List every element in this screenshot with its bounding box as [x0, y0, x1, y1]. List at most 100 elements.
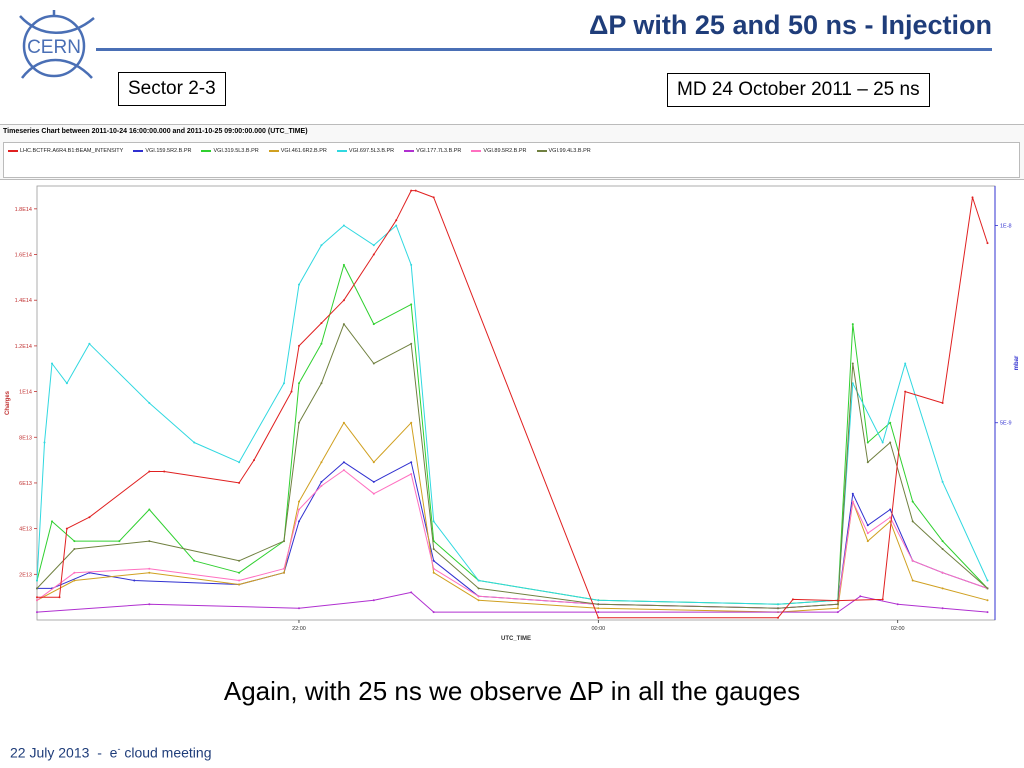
- series-point: [941, 548, 944, 550]
- series-point: [73, 579, 76, 582]
- series-point: [238, 583, 241, 586]
- series-point: [410, 342, 413, 345]
- series-point: [904, 390, 907, 393]
- series-point: [73, 548, 76, 550]
- footer-event-sup: -: [117, 744, 121, 754]
- series-point: [283, 382, 285, 385]
- y-tick-label: 8E13: [19, 435, 32, 441]
- footer-separator: -: [97, 744, 102, 761]
- slide-title: ΔP with 25 and 50 ns - Injection: [589, 10, 992, 40]
- series-point: [372, 492, 375, 495]
- series-point: [432, 548, 435, 550]
- series-point: [904, 362, 907, 365]
- series-point: [65, 527, 68, 530]
- slide-footer: 22 July 2013 - e- cloud meeting: [10, 744, 212, 761]
- series-point: [941, 480, 944, 483]
- legend-item: VGI.177.7L3.B.PR: [404, 148, 461, 154]
- legend-swatch: [8, 150, 18, 152]
- md-label: MD 24 October 2011 – 25 ns: [667, 73, 930, 107]
- series-point: [410, 473, 413, 475]
- series-point: [342, 421, 345, 424]
- series-point: [51, 362, 53, 365]
- series-point: [51, 520, 53, 523]
- series-point: [836, 607, 839, 610]
- series-point: [851, 382, 854, 385]
- series-point: [298, 607, 300, 610]
- y2-tick-label: 5E-9: [1000, 421, 1012, 427]
- legend-label: VGI.697.5L3.B.PR: [348, 148, 395, 154]
- series-point: [320, 382, 323, 385]
- series-point: [889, 421, 892, 424]
- series-point: [43, 441, 46, 444]
- series-point: [372, 599, 375, 602]
- x-tick-label: 22:00: [292, 626, 306, 632]
- series-point: [597, 603, 600, 606]
- series-point: [372, 362, 375, 365]
- series-point: [320, 484, 323, 487]
- legend-item: VGI.99.4L3.B.PR: [536, 148, 591, 154]
- series-point: [298, 500, 300, 503]
- legend-swatch: [404, 150, 415, 152]
- legend-label: VGI.89.5R2.B.PR: [483, 148, 527, 154]
- series-point: [290, 390, 293, 393]
- footer-event-suffix: cloud meeting: [120, 744, 212, 761]
- series-line: [36, 264, 988, 605]
- series-point: [320, 480, 323, 483]
- series-point: [372, 461, 375, 464]
- series-point: [941, 571, 944, 574]
- series-point: [866, 524, 869, 527]
- legend-item: LHC.BCTFR.A6R4.B1:BEAM_INTENSITY: [8, 148, 123, 154]
- chart-title: Timeseries Chart between 2011-10-24 16:0…: [3, 128, 308, 135]
- series-line: [37, 461, 988, 609]
- chart-legend: LHC.BCTFR.A6R4.B1:BEAM_INTENSITY VGI.159.…: [3, 142, 1020, 178]
- series-point: [73, 571, 76, 574]
- slide-caption: Again, with 25 ns we observe ΔP in all t…: [223, 676, 801, 706]
- legend-item: VGI.461.6R2.B.PR: [268, 148, 327, 154]
- series-point: [477, 595, 480, 598]
- legend-item: VGI.697.5L3.B.PR: [336, 148, 395, 154]
- series-point: [410, 591, 413, 594]
- legend-item: VGI.319.5L3.B.PR: [201, 148, 259, 154]
- legend-swatch: [336, 150, 347, 152]
- series-point: [342, 299, 345, 302]
- y-tick-label: 1.8E14: [15, 207, 32, 213]
- series-point: [866, 441, 869, 444]
- series-point: [597, 616, 600, 619]
- series-point: [889, 441, 892, 444]
- series-point: [477, 587, 480, 590]
- series-point: [320, 461, 323, 464]
- series-point: [193, 559, 196, 562]
- series-point: [432, 559, 435, 562]
- series-line: [36, 591, 988, 613]
- series-point: [410, 421, 413, 424]
- series-point: [253, 459, 255, 462]
- series-point: [372, 323, 375, 326]
- series-point: [298, 508, 300, 511]
- series-point: [911, 520, 914, 523]
- series-point: [298, 382, 300, 385]
- series-point: [342, 323, 345, 326]
- series-point: [889, 516, 892, 519]
- y-tick-label: 1.2E14: [15, 344, 32, 350]
- series-point: [238, 461, 241, 464]
- series-point: [410, 303, 413, 306]
- legend-label: VGI.159.5R2.B.PR: [145, 148, 192, 154]
- series-point: [148, 571, 151, 574]
- y-tick-label: 1.4E14: [15, 298, 32, 304]
- series-point: [414, 189, 417, 192]
- legend-item: VGI.89.5R2.B.PR: [471, 148, 527, 154]
- series-point: [410, 461, 413, 464]
- series-point: [881, 598, 884, 601]
- legend-item: VGI.159.5R2.B.PR: [133, 148, 191, 154]
- series-point: [36, 587, 38, 590]
- legend-label: VGI.461.6R2.B.PR: [280, 148, 327, 154]
- x-tick-label: 02:00: [891, 626, 905, 632]
- series-point: [133, 579, 136, 582]
- legend-label: VGI.99.4L3.B.PR: [548, 148, 591, 154]
- y-tick-label: 1E14: [19, 390, 32, 396]
- series-line: [37, 190, 988, 619]
- series-point: [372, 480, 375, 483]
- series-point: [777, 607, 779, 610]
- series-point: [836, 599, 839, 602]
- series-point: [283, 567, 285, 570]
